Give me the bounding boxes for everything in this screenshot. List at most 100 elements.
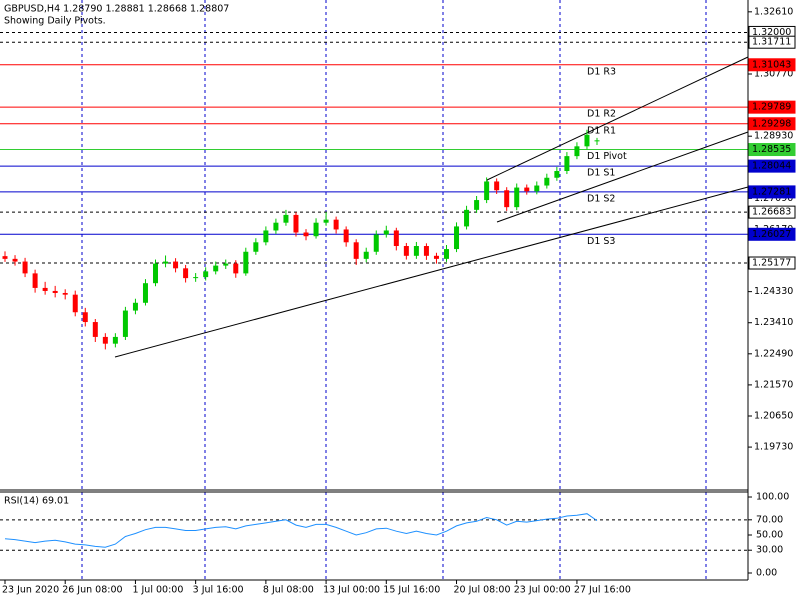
trendline [486, 56, 749, 181]
week-separators [81, 0, 707, 580]
candle-body [142, 283, 148, 303]
chart-subtitle: Showing Daily Pivots. [4, 16, 106, 27]
rsi-tick-label: 100.00 [756, 492, 789, 503]
level-box [748, 256, 796, 270]
y-tick-label: 1.28930 [754, 131, 793, 142]
level-box [748, 100, 796, 114]
level-label: 1.31043 [752, 59, 791, 70]
pivot-label: D1 S2 [587, 193, 615, 204]
candle-body [82, 312, 88, 323]
candle-body [132, 302, 138, 311]
chart-title: GBPUSD,H4 1.28790 1.28881 1.28668 1.2880… [4, 4, 229, 15]
x-tick-label: 13 Jul 00:00 [323, 585, 380, 596]
candle-body [183, 268, 189, 279]
rsi-tick-label: 70.00 [756, 514, 783, 525]
level-label: 1.26683 [752, 207, 791, 218]
candle-body [163, 261, 169, 264]
candle-body [373, 234, 379, 252]
candle-body [62, 292, 68, 295]
candle-body [544, 177, 550, 186]
candle-body [534, 185, 540, 192]
candle-body [153, 263, 159, 284]
candle-body [42, 287, 48, 291]
y-tick-label: 1.22490 [754, 348, 793, 359]
rsi-tick-label: 50.00 [756, 530, 783, 541]
candle-body [474, 200, 480, 210]
level-label: 1.25177 [752, 258, 791, 269]
rsi-line [4, 513, 598, 548]
x-tick-label: 15 Jul 16:00 [383, 585, 440, 596]
level-box [748, 58, 796, 72]
x-tick-label: 23 Jun 2020 [2, 585, 59, 596]
x-tick-label: 8 Jul 08:00 [263, 585, 314, 596]
y-tick-label: 1.20650 [754, 410, 793, 421]
x-tick-label: 27 Jul 16:00 [574, 585, 631, 596]
rsi-tick-label: 0.00 [756, 568, 777, 579]
candle-body [564, 156, 570, 171]
level-box [748, 159, 796, 173]
level-label: 1.31711 [752, 37, 791, 48]
x-tick-label: 23 Jul 00:00 [514, 585, 571, 596]
candle-body [213, 265, 219, 272]
candle-body [203, 271, 209, 278]
pivot-label: D1 S1 [587, 168, 615, 179]
level-label: 1.26027 [752, 229, 791, 240]
level-box [748, 143, 796, 157]
rsi-tick-label: 30.00 [756, 545, 783, 556]
candle-body [32, 273, 38, 288]
trendlines [114, 56, 749, 358]
candle-body [383, 230, 389, 235]
level-label: 1.28044 [752, 161, 791, 172]
candle-body [494, 181, 500, 191]
pivot-label: D1 S3 [587, 236, 615, 247]
y-tick-label: 1.24330 [754, 286, 793, 297]
candle-body [293, 214, 299, 233]
candle-body [273, 222, 279, 231]
axes: 1.326101.307701.289301.270901.261701.243… [2, 6, 796, 596]
x-tick-label: 20 Jul 08:00 [454, 585, 511, 596]
candle-body [554, 170, 560, 178]
y-tick-label: 1.32610 [754, 6, 793, 17]
pivot-label: D1 R1 [587, 125, 616, 136]
candle-body [413, 246, 419, 256]
candle-body [594, 140, 600, 142]
level-label: 1.32000 [752, 27, 791, 38]
rsi-label: RSI(14) 69.01 [4, 496, 69, 507]
candle-body [122, 310, 128, 337]
level-box [748, 185, 796, 199]
level-box [748, 205, 796, 219]
levels: D1 R3 D1 R2 D1 R1 D1 Pivot D1 S1 D1 S2 D1 S3 [0, 31, 748, 264]
candle-body [423, 246, 429, 256]
level-box [748, 227, 796, 241]
candle-body [524, 187, 530, 192]
candle-body [433, 255, 439, 259]
candle-body [263, 230, 269, 243]
y-tick-label: 1.23410 [754, 317, 793, 328]
candle-body [2, 256, 8, 259]
candle-body [72, 294, 78, 313]
level-label: 1.29789 [752, 102, 791, 113]
level-label: 1.27281 [752, 186, 791, 197]
level-box [748, 35, 796, 49]
rsi-panel [0, 513, 748, 551]
trendline [114, 186, 749, 358]
candle-body [92, 322, 98, 337]
candle-body [504, 190, 510, 208]
x-tick-label: 26 Jun 08:00 [62, 585, 122, 596]
candle-body [403, 246, 409, 256]
level-label: 1.28535 [752, 144, 791, 155]
y-tick-label: 1.21570 [754, 379, 793, 390]
candle-body [112, 336, 118, 344]
candle-body [454, 226, 460, 250]
candle-body [333, 219, 339, 230]
candle-body [253, 242, 259, 252]
pivot-label: D1 R3 [587, 66, 616, 77]
candle-body [393, 230, 399, 247]
y-tick-label: 1.30770 [754, 69, 793, 80]
candle-body [443, 249, 449, 259]
candle-body [303, 232, 309, 237]
x-tick-label: 1 Jul 00:00 [132, 585, 183, 596]
candle-body [12, 258, 18, 262]
